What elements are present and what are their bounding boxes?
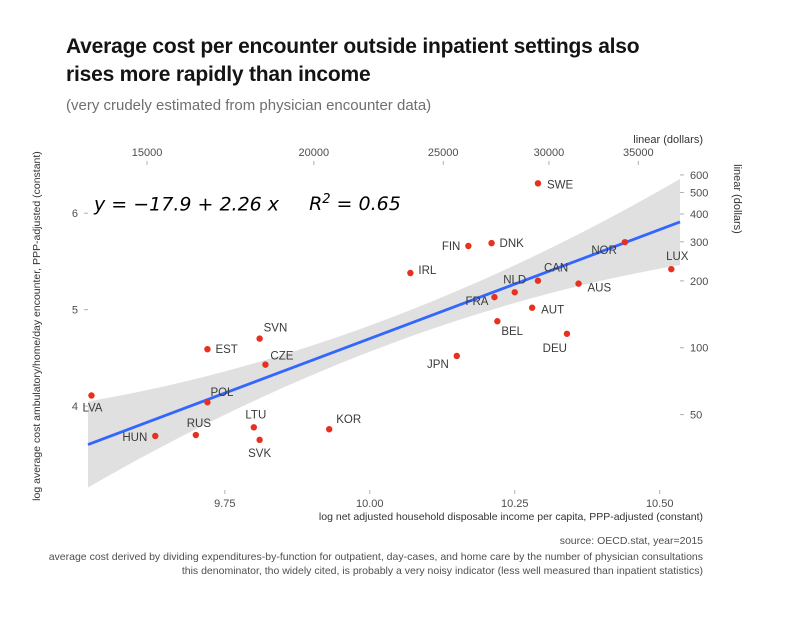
point-label-RUS: RUS	[187, 418, 212, 430]
point-label-KOR: KOR	[336, 414, 361, 426]
data-point-CZE	[262, 361, 269, 368]
data-point-FRA	[491, 293, 498, 301]
right-tick-label: 200	[690, 276, 708, 288]
data-point-SVK	[256, 436, 263, 444]
top-tick-label: 35000	[623, 147, 654, 159]
regression-equation: y = −17.9 + 2.26 x R2 = 0.65	[94, 192, 401, 215]
data-point-LTU	[250, 424, 258, 431]
data-point-LUX	[668, 265, 675, 273]
point-label-CZE: CZE	[270, 351, 293, 363]
top-tick-label: 20000	[299, 147, 330, 159]
data-point-HUN	[152, 432, 159, 440]
point-label-JPN: JPN	[427, 359, 449, 371]
caption-line2: this denominator, tho widely cited, is p…	[181, 565, 703, 577]
point-label-FIN: FIN	[442, 241, 461, 253]
data-point-SVN	[256, 335, 263, 342]
point-label-SVK: SVK	[248, 448, 271, 460]
data-point-SWE	[534, 180, 542, 187]
data-point-DEU	[563, 330, 571, 337]
data-point-EST	[204, 345, 211, 353]
data-point-AUS	[575, 280, 582, 287]
data-point-BEL	[494, 318, 501, 325]
right-tick-label: 400	[690, 209, 708, 221]
source-note: source: OECD.stat, year=2015	[559, 535, 703, 547]
data-point-AUT	[528, 304, 536, 311]
point-label-AUS: AUS	[588, 283, 612, 295]
y-tick-label: 6	[72, 208, 78, 220]
x-tick-label: 10.25	[501, 498, 529, 510]
data-point-DNK	[488, 239, 495, 247]
point-label-NLD: NLD	[503, 274, 526, 286]
data-point-LVA	[88, 392, 95, 399]
right-tick-label: 50	[690, 410, 702, 422]
caption-line1: average cost derived by dividing expendi…	[48, 551, 703, 563]
data-point-RUS	[192, 431, 200, 439]
y-tick-label: 4	[72, 401, 78, 413]
top-tick-label: 30000	[534, 147, 565, 159]
point-label-DEU: DEU	[543, 343, 567, 355]
y-tick-label: 5	[72, 305, 78, 317]
point-label-EST: EST	[215, 344, 237, 356]
right-tick-label: 600	[690, 170, 708, 182]
data-point-CAN	[534, 277, 542, 284]
data-point-KOR	[326, 426, 333, 433]
chart-title: Average cost per encounter outside inpat…	[66, 33, 640, 89]
point-label-SWE: SWE	[547, 179, 574, 191]
chart-title-line2: rises more rapidly than income	[66, 63, 371, 86]
chart-subtitle: (very crudely estimated from physician e…	[66, 97, 432, 114]
point-label-AUT: AUT	[541, 305, 564, 317]
top-tick-label: 15000	[132, 147, 163, 159]
regression-line	[87, 220, 681, 446]
right-tick-label: 300	[690, 237, 708, 249]
equation-r-symbol: R	[309, 193, 323, 216]
x-tick-label: 9.75	[214, 498, 235, 510]
equation-lhs: y = −17.9 + 2.26 x	[94, 193, 280, 216]
top-tick-label: 25000	[428, 147, 459, 159]
point-label-CAN: CAN	[544, 263, 568, 275]
point-label-LUX: LUX	[666, 251, 689, 263]
point-label-LTU: LTU	[245, 409, 266, 421]
data-point-FIN	[465, 242, 472, 250]
point-label-IRL: IRL	[418, 265, 437, 277]
point-label-HUN: HUN	[122, 432, 147, 444]
point-label-SVN: SVN	[264, 323, 288, 335]
chart-title-line1: Average cost per encounter outside inpat…	[66, 35, 640, 58]
right-tick-label: 500	[690, 188, 708, 200]
point-label-POL: POL	[210, 387, 234, 399]
data-point-NOR	[621, 238, 629, 246]
point-label-LVA: LVA	[82, 402, 102, 414]
x-tick-label: 10.50	[646, 498, 674, 510]
equation-r-exponent: 2	[322, 192, 331, 207]
x-tick-label: 10.00	[356, 498, 384, 510]
data-point-IRL	[407, 269, 414, 277]
bottom-axis-title: log net adjusted household disposable in…	[318, 511, 703, 523]
scatter-plot: 9.75 10.00 10.25 10.50 15000 20000 25000 30000 3…	[72, 147, 708, 510]
point-label-DNK: DNK	[500, 238, 525, 250]
point-label-BEL: BEL	[501, 326, 523, 338]
point-label-FRA: FRA	[465, 296, 488, 308]
top-axis-title: linear (dollars)	[633, 134, 703, 146]
data-point-JPN	[453, 352, 460, 360]
data-point-POL	[204, 399, 211, 406]
data-point-NLD	[511, 289, 518, 296]
right-tick-label: 100	[690, 343, 708, 355]
point-label-NOR: NOR	[591, 245, 617, 257]
equation-r-value: = 0.65	[336, 193, 401, 216]
